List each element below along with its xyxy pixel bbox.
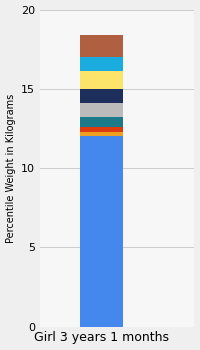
Bar — [80, 136, 123, 327]
Bar — [80, 132, 123, 136]
Y-axis label: Percentile Weight in Kilograms: Percentile Weight in Kilograms — [6, 93, 16, 243]
Bar — [80, 35, 123, 57]
Bar — [80, 57, 123, 71]
Bar — [80, 89, 123, 103]
Bar — [80, 71, 123, 89]
Bar — [80, 117, 123, 127]
Bar — [80, 103, 123, 117]
Bar — [80, 127, 123, 132]
